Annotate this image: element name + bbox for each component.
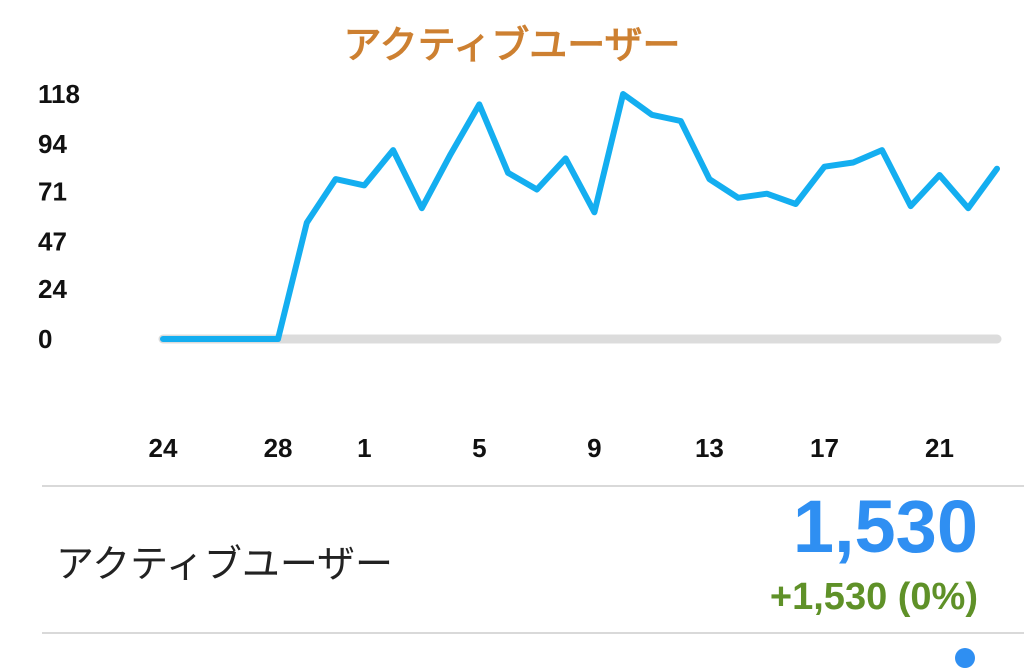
y-axis-tick-labels: 0 24 47 71 94 118 [38,79,80,354]
x-tick-label: 1 [357,433,371,463]
metric-label: アクティブユーザー [56,542,394,586]
y-tick-label: 24 [38,274,67,304]
x-tick-label: 5 [472,433,486,463]
x-tick-label: 9 [587,433,601,463]
chart-title: アクティブユーザー [343,23,680,67]
metric-value: 1,530 [792,485,978,568]
divider-bottom [42,632,1024,634]
x-tick-label: 17 [810,433,839,463]
x-tick-label: 13 [695,433,724,463]
y-tick-label: 71 [38,177,67,207]
next-item-indicator-icon [955,648,975,668]
x-tick-label: 21 [925,433,954,463]
x-tick-label: 24 [149,433,178,463]
metric-change: +1,530 (0%) [769,576,978,618]
y-tick-label: 47 [38,226,67,256]
active-users-chart: アクティブユーザー 0 24 47 71 94 118 24 28 1 5 9 13 17 21 [38,23,1002,463]
y-tick-label: 118 [38,79,80,109]
divider-top [42,485,1024,487]
x-tick-label: 28 [264,433,293,463]
y-tick-label: 94 [38,129,67,159]
y-tick-label: 0 [38,324,52,354]
x-axis-tick-labels: 24 28 1 5 9 13 17 21 [149,433,954,463]
active-users-line [160,91,1000,342]
